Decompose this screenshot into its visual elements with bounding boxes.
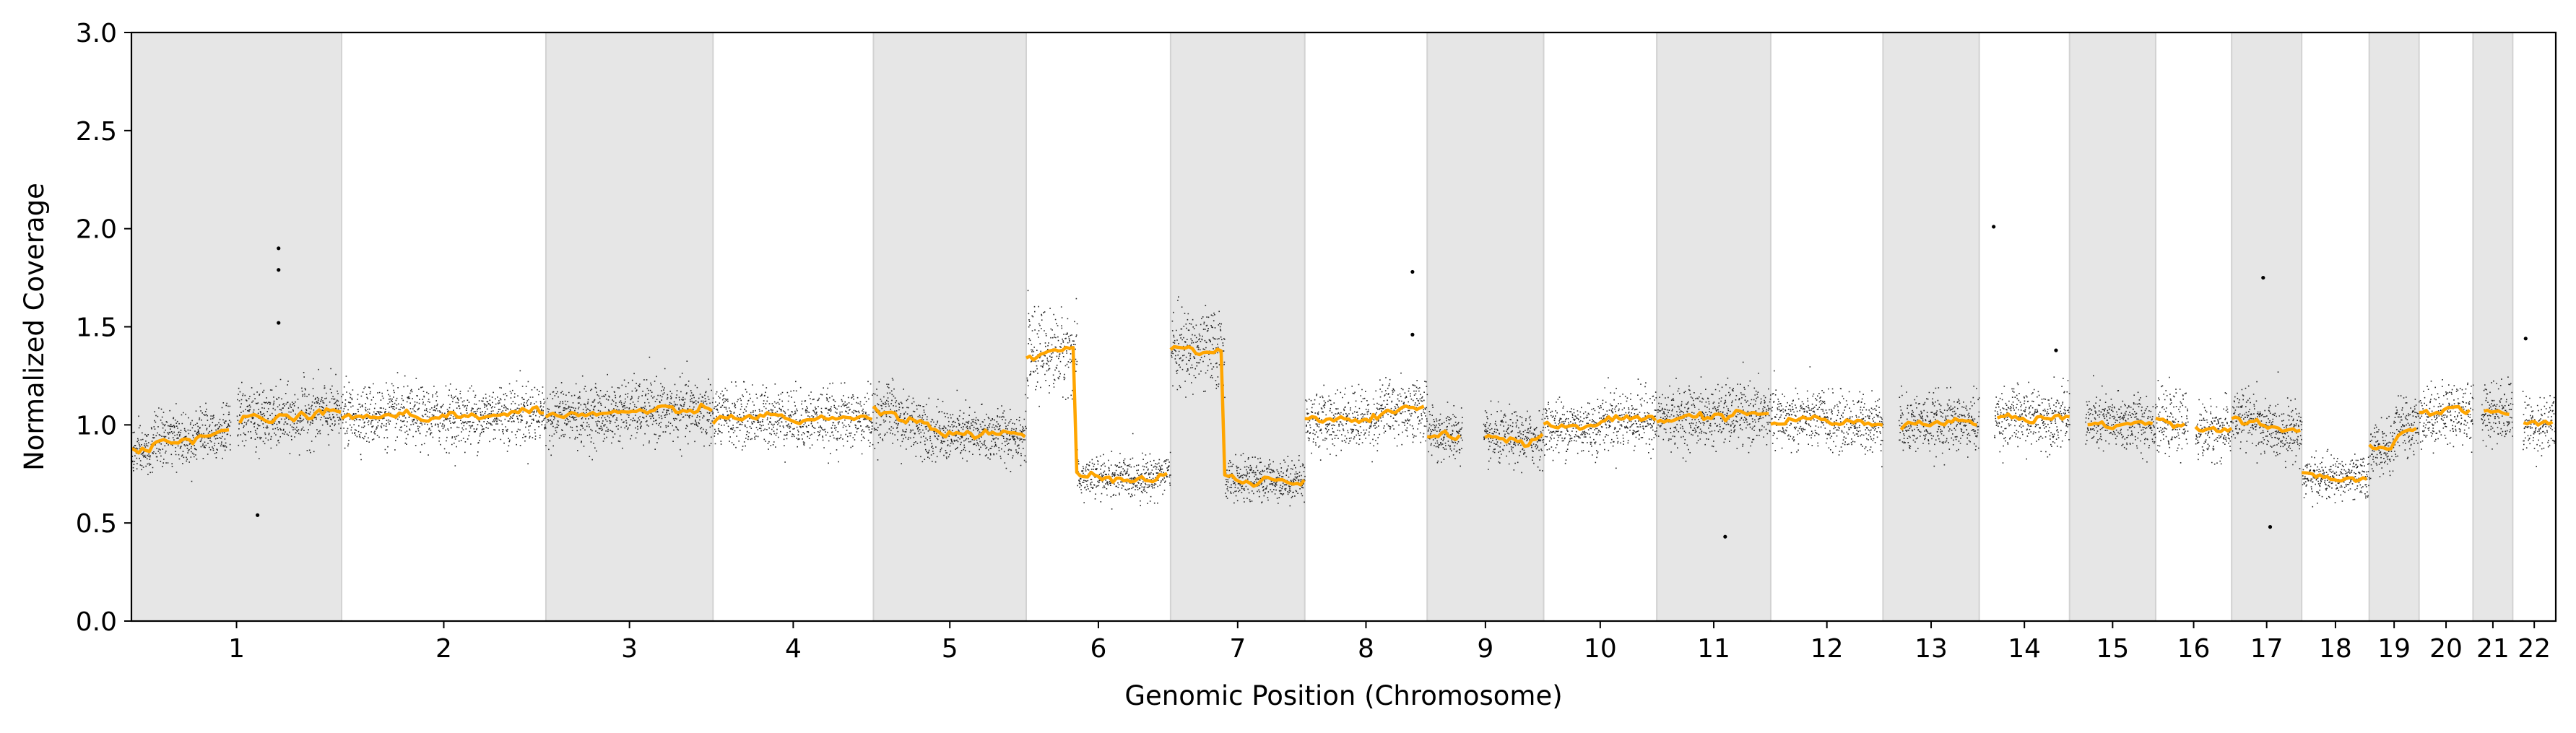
chr17-band (2231, 32, 2303, 622)
chr20-tick-label: 20 (2429, 634, 2463, 664)
chr20-points (2419, 379, 2474, 454)
chr1-points (131, 368, 342, 482)
chr15-segment (2087, 420, 2154, 430)
y-tick-label-3.0: 3.0 (76, 19, 117, 48)
chr22-points (2522, 391, 2557, 467)
outlier-point-12 (2523, 337, 2528, 341)
chr5-tick-label: 5 (942, 634, 958, 664)
chr19-band (2368, 32, 2420, 622)
outlier-point-5 (1410, 269, 1415, 274)
y-tick-label-1.5: 1.5 (76, 313, 117, 343)
chr5-band (872, 32, 1028, 622)
chr11-tick-label: 11 (1697, 634, 1730, 664)
chr15-tick-label: 15 (2096, 634, 2129, 664)
chr22-segment (2523, 419, 2554, 427)
chr6-segment (1025, 345, 1168, 484)
outlier-point-2 (277, 268, 281, 272)
chr11-points (1657, 361, 1771, 462)
y-tick-label-2.0: 2.0 (76, 215, 117, 245)
chr8-segment (1304, 404, 1425, 425)
chr2-points (342, 370, 547, 467)
chr13-band (1882, 32, 1980, 622)
chr21-segment (2483, 408, 2510, 416)
chromosome-bands (131, 32, 2514, 622)
chr19-tick-label: 19 (2377, 634, 2411, 664)
chr9-segment (1426, 429, 1544, 448)
y-tick-label-0.5: 0.5 (76, 509, 117, 539)
chr3-tick-label: 3 (621, 634, 638, 664)
chr15-band (2068, 32, 2156, 622)
chr4-tick-label: 4 (785, 634, 802, 664)
chr17-segment (2231, 415, 2301, 433)
y-axis-label: Normalized Coverage (19, 183, 50, 471)
y-tick-label-0.0: 0.0 (76, 607, 117, 637)
chr22-tick-label: 22 (2518, 634, 2551, 664)
outlier-point-9 (2054, 348, 2058, 352)
chr3-band (545, 32, 714, 622)
chr9-band (1426, 32, 1545, 622)
chr16-tick-label: 16 (2177, 634, 2211, 664)
chr20-segment (2419, 404, 2471, 417)
outlier-point-3 (277, 321, 281, 325)
chr13-segment (1899, 417, 1978, 431)
chr17-tick-label: 17 (2250, 634, 2284, 664)
chr2-tick-label: 2 (435, 634, 452, 664)
chr10-segment (1543, 414, 1657, 431)
chr18-tick-label: 18 (2319, 634, 2352, 664)
chr5-segment (872, 404, 1026, 441)
chr21-tick-label: 21 (2476, 634, 2510, 664)
chr7-tick-label: 7 (1229, 634, 1246, 664)
outlier-point-11 (2268, 525, 2273, 529)
chr12-points (1771, 366, 1884, 468)
chr12-tick-label: 12 (1810, 634, 1844, 664)
chr11-band (1656, 32, 1771, 622)
outlier-point-6 (1410, 332, 1415, 337)
chr21-points (2481, 376, 2514, 450)
chr7-segment (1169, 344, 1306, 488)
chr12-segment (1770, 414, 1883, 428)
y-tick-label-2.5: 2.5 (76, 117, 117, 147)
chr14-tick-label: 14 (2008, 634, 2041, 664)
y-axis: 0.0 0.5 1.0 1.5 2.0 2.5 3.0 (76, 19, 131, 637)
chr7-band (1169, 32, 1306, 622)
chr18-segment (2302, 471, 2368, 483)
chr13-tick-label: 13 (1914, 634, 1948, 664)
plot-frame (130, 31, 2557, 623)
chr9-points (1427, 400, 1545, 474)
segment-lines (131, 344, 2554, 488)
y-tick-label-1.0: 1.0 (76, 411, 117, 441)
coverage-points (131, 225, 2557, 539)
chr4-segment (711, 411, 873, 425)
chr6-tick-label: 6 (1090, 634, 1106, 664)
outlier-point-4 (256, 513, 260, 517)
chr14-points (1994, 376, 2070, 464)
x-axis-label: Genomic Position (Chromosome) (1124, 680, 1562, 711)
chr5-points (873, 378, 1027, 472)
chr9-tick-label: 9 (1477, 634, 1493, 664)
outlier-point-7 (1723, 534, 1727, 539)
x-axis: 1 2 3 4 5 6 7 8 9 10 11 12 13 14 15 16 17 18 19 20 21 22 (228, 621, 2551, 664)
chr2-segment (340, 405, 544, 423)
chr1-band (131, 32, 343, 622)
chr1-segment (131, 407, 342, 455)
chr16-segment (2155, 416, 2233, 433)
chr3-segment (545, 402, 714, 420)
outlier-point-10 (2261, 275, 2265, 280)
chr11-segment (1656, 408, 1769, 424)
chr8-tick-label: 8 (1358, 634, 1374, 664)
chr1-tick-label: 1 (228, 634, 245, 664)
chr21-band (2472, 32, 2514, 622)
chr10-tick-label: 10 (1584, 634, 1617, 664)
chr19-segment (2368, 427, 2417, 451)
chr8-points (1305, 372, 1428, 463)
chr14-segment (1996, 412, 2070, 425)
outlier-point-1 (277, 246, 281, 251)
outlier-point-8 (1992, 225, 1996, 229)
